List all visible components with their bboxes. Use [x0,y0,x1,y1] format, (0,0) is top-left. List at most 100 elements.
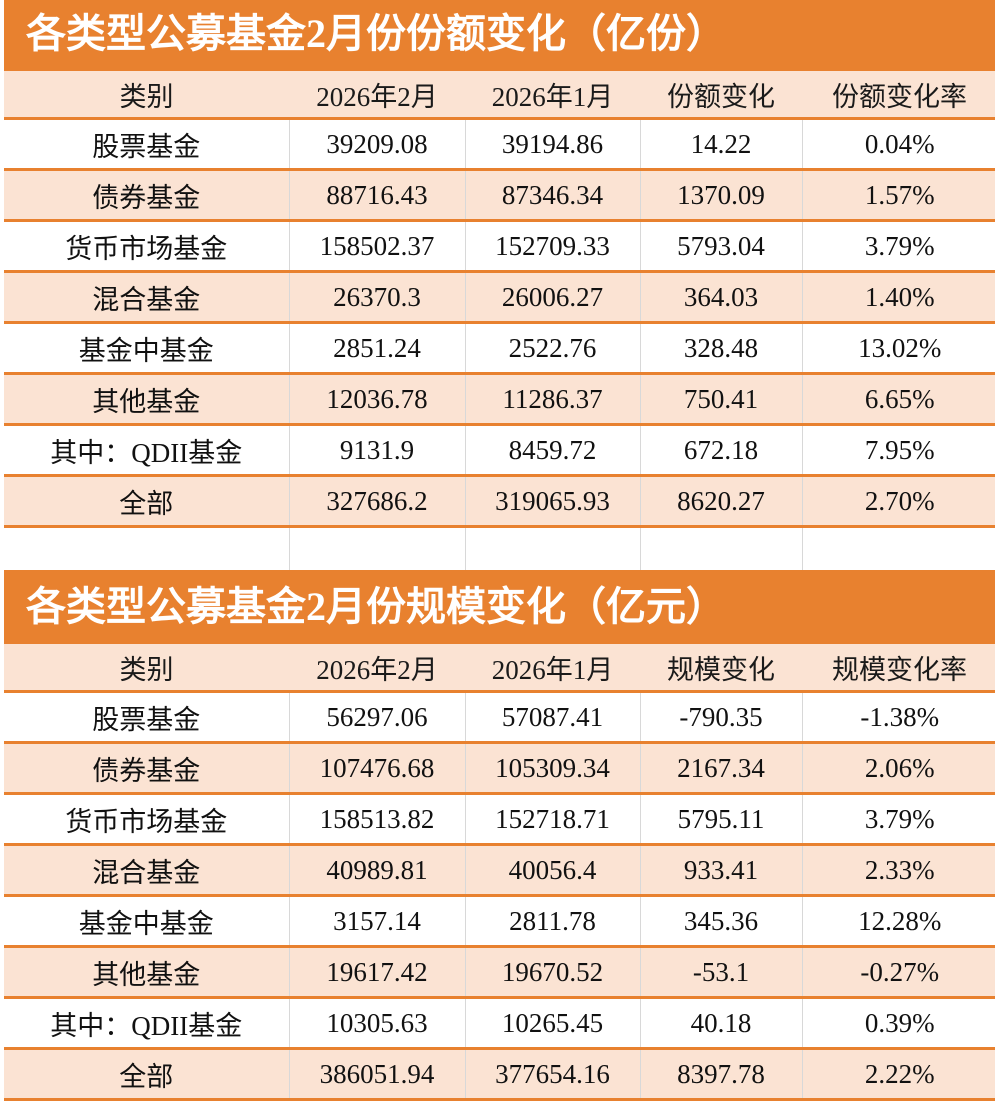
row-feb: 158502.37 [289,220,466,273]
scale-table-header-row: 类别 2026年2月 2026年1月 规模变化 规模变化率 [0,641,995,693]
row-feb: 158513.82 [289,793,466,846]
table-spacer-row [0,525,995,573]
scale-header-change: 规模变化 [640,641,802,693]
table-row: 其他基金 19617.42 19670.52 -53.1 -0.27% [0,946,995,999]
table-row: 混合基金 40989.81 40056.4 933.41 2.33% [0,844,995,897]
row-jan: 2811.78 [465,895,641,948]
row-jan: 8459.72 [465,424,641,477]
row-category: 股票基金 [0,118,290,171]
row-jan: 105309.34 [465,742,641,795]
row-rate: 3.79% [802,220,995,273]
row-rate: 6.65% [802,373,995,426]
row-jan: 152709.33 [465,220,641,273]
row-category: 其他基金 [0,946,290,999]
table-row: 其他基金 12036.78 11286.37 750.41 6.65% [0,373,995,426]
share-header-category: 类别 [0,68,289,120]
row-feb: 107476.68 [289,742,466,795]
spacer-cell-1 [0,525,290,573]
row-rate: 2.22% [802,1048,995,1101]
row-rate: 1.40% [802,271,995,324]
row-change: -790.35 [640,691,803,744]
share-table-header-row: 类别 2026年2月 2026年1月 份额变化 份额变化率 [0,68,995,120]
table-row: 股票基金 39209.08 39194.86 14.22 0.04% [0,118,995,171]
row-category: 其他基金 [0,373,290,426]
row-rate: 2.06% [802,742,995,795]
table-row: 债券基金 88716.43 87346.34 1370.09 1.57% [0,169,995,222]
row-jan: 87346.34 [465,169,641,222]
row-change: 750.41 [640,373,803,426]
spacer-cell-2 [289,525,466,573]
row-feb: 386051.94 [289,1048,466,1101]
row-feb: 10305.63 [289,997,466,1050]
row-change: 14.22 [640,118,803,171]
row-rate: 0.04% [802,118,995,171]
row-change: 1370.09 [640,169,803,222]
row-change: 328.48 [640,322,803,375]
row-rate: -0.27% [802,946,995,999]
row-jan: 57087.41 [465,691,641,744]
table-row-total: 全部 386051.94 377654.16 8397.78 2.22% [0,1048,995,1101]
row-feb: 3157.14 [289,895,466,948]
row-change: 933.41 [640,844,803,897]
row-feb: 26370.3 [289,271,466,324]
share-header-feb: 2026年2月 [289,68,465,120]
spacer-cell-5 [802,525,995,573]
row-category: 债券基金 [0,742,290,795]
scale-header-rate: 规模变化率 [802,641,995,693]
row-feb: 19617.42 [289,946,466,999]
row-jan: 152718.71 [465,793,641,846]
table-row: 其中：QDII基金 9131.9 8459.72 672.18 7.95% [0,424,995,477]
row-rate: 0.39% [802,997,995,1050]
row-feb: 39209.08 [289,118,466,171]
row-change: 5795.11 [640,793,803,846]
row-jan: 40056.4 [465,844,641,897]
row-change: 8620.27 [640,475,803,528]
scale-header-feb: 2026年2月 [289,641,465,693]
row-rate: -1.38% [802,691,995,744]
row-category: 其中：QDII基金 [0,424,290,477]
row-jan: 26006.27 [465,271,641,324]
table-row-total: 全部 327686.2 319065.93 8620.27 2.70% [0,475,995,528]
row-feb: 327686.2 [289,475,466,528]
row-jan: 19670.52 [465,946,641,999]
share-table-title: 各类型公募基金2月份份额变化（亿份） [26,11,726,56]
row-category: 全部 [0,1048,290,1101]
row-feb: 2851.24 [289,322,466,375]
row-category: 债券基金 [0,169,290,222]
table-row: 债券基金 107476.68 105309.34 2167.34 2.06% [0,742,995,795]
row-change: 345.36 [640,895,803,948]
row-change: 364.03 [640,271,803,324]
row-feb: 56297.06 [289,691,466,744]
row-rate: 2.33% [802,844,995,897]
row-rate: 12.28% [802,895,995,948]
row-change: 672.18 [640,424,803,477]
row-change: -53.1 [640,946,803,999]
row-rate: 7.95% [802,424,995,477]
row-category: 货币市场基金 [0,793,290,846]
table-row: 基金中基金 2851.24 2522.76 328.48 13.02% [0,322,995,375]
row-change: 8397.78 [640,1048,803,1101]
table-row: 基金中基金 3157.14 2811.78 345.36 12.28% [0,895,995,948]
share-table-title-row: 各类型公募基金2月份份额变化（亿份） [0,0,995,70]
row-jan: 2522.76 [465,322,641,375]
row-rate: 2.70% [802,475,995,528]
row-jan: 11286.37 [465,373,641,426]
row-jan: 319065.93 [465,475,641,528]
table-row: 其中：QDII基金 10305.63 10265.45 40.18 0.39% [0,997,995,1050]
row-jan: 10265.45 [465,997,641,1050]
row-category: 混合基金 [0,271,290,324]
row-jan: 39194.86 [465,118,641,171]
row-jan: 377654.16 [465,1048,641,1101]
row-category: 货币市场基金 [0,220,290,273]
table-row: 混合基金 26370.3 26006.27 364.03 1.40% [0,271,995,324]
table-row: 货币市场基金 158513.82 152718.71 5795.11 3.79% [0,793,995,846]
row-category: 其中：QDII基金 [0,997,290,1050]
scale-table-title-row: 各类型公募基金2月份规模变化（亿元） [0,573,995,643]
scale-table-title: 各类型公募基金2月份规模变化（亿元） [26,584,726,629]
row-category: 基金中基金 [0,322,290,375]
row-change: 40.18 [640,997,803,1050]
row-feb: 88716.43 [289,169,466,222]
scale-header-category: 类别 [0,641,289,693]
row-feb: 40989.81 [289,844,466,897]
table-row: 货币市场基金 158502.37 152709.33 5793.04 3.79% [0,220,995,273]
